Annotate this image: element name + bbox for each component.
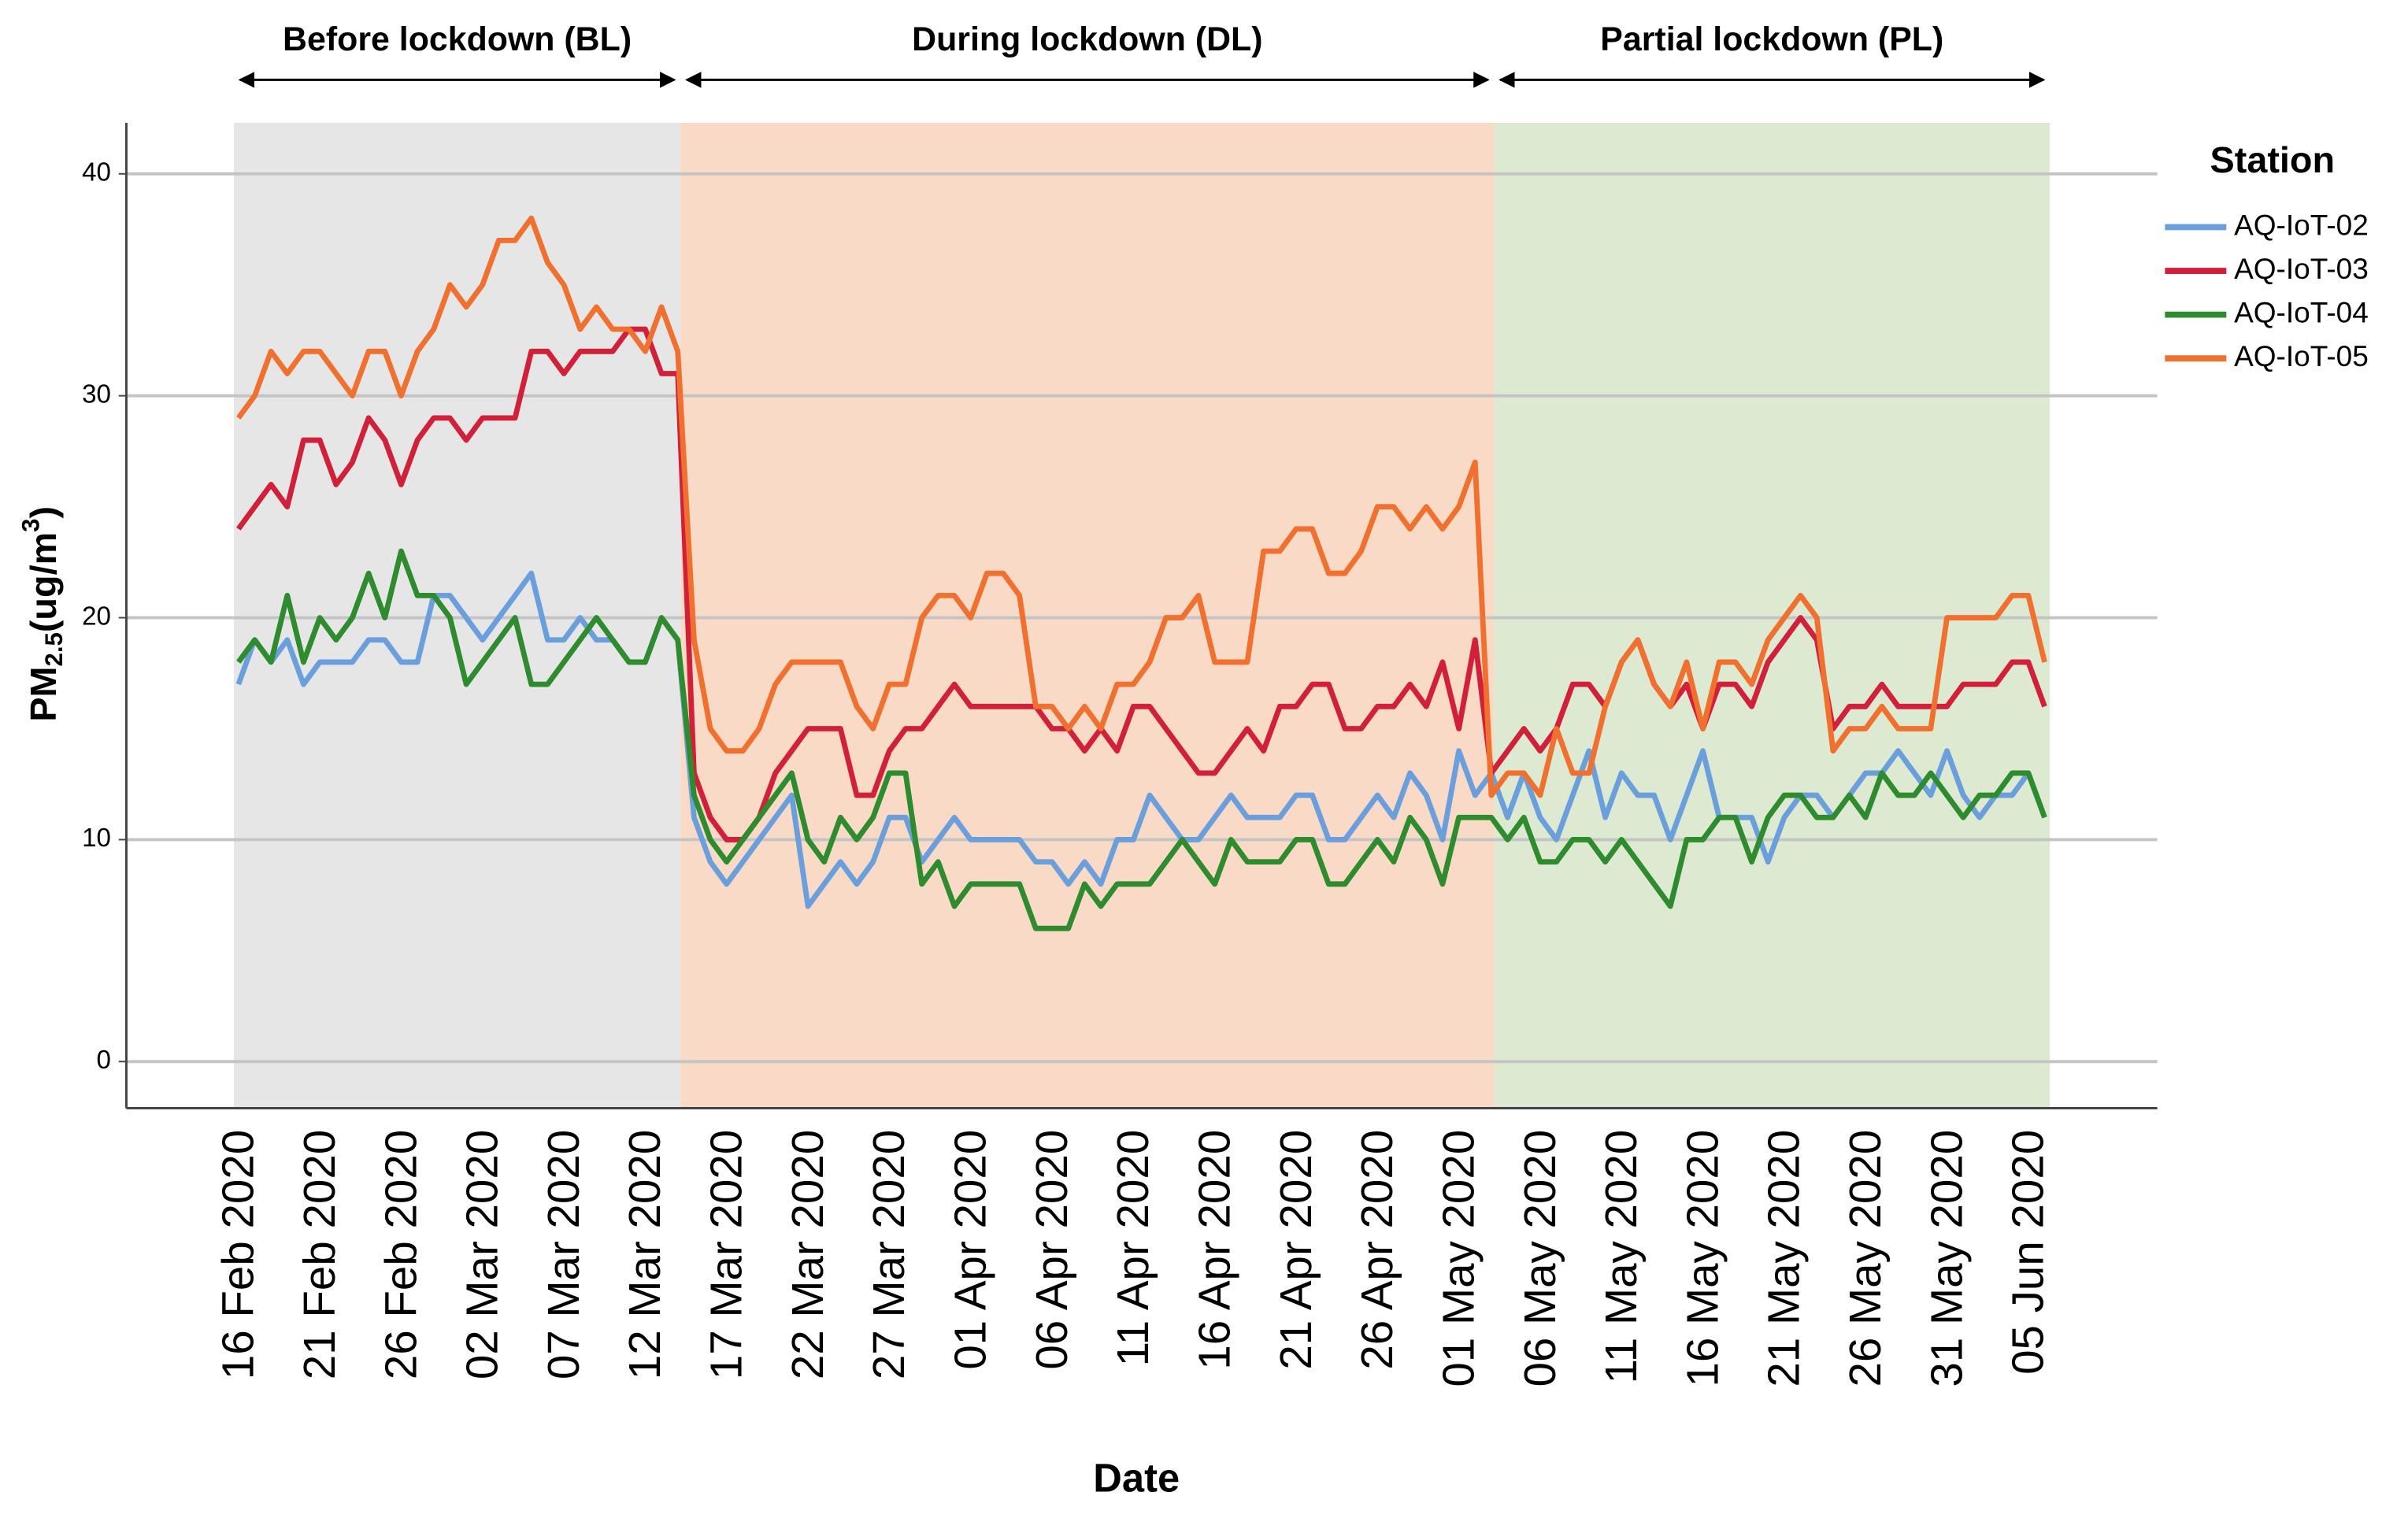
legend-label: AQ-IoT-02 [2234,208,2369,241]
y-axis-title: PM2.5(ug/m3) [17,506,68,722]
series-line [235,570,2047,909]
series-line [236,326,2047,842]
x-tick-label: 26 Feb 2020 [376,1130,425,1379]
x-tick-label: 01 May 2020 [1433,1130,1483,1387]
region-shade [680,122,1495,1109]
x-tick-label: 21 May 2020 [1759,1130,1809,1387]
x-tick-label: 12 Mar 2020 [620,1130,669,1379]
x-tick-label: 11 May 2020 [1596,1130,1646,1384]
y-tick-label: 0 [97,1046,111,1075]
region-label: Partial lockdown (PL) [1600,20,1943,58]
x-tick-label: 11 Apr 2020 [1108,1130,1158,1367]
legend-label: AQ-IoT-04 [2234,295,2369,328]
y-title-mid: (ug/m [23,532,64,632]
x-tick-label: 26 Apr 2020 [1352,1130,1402,1370]
region-label: During lockdown (DL) [912,20,1262,58]
y-title-sup: 3 [17,518,45,531]
y-tick-label: 20 [82,602,111,631]
x-tick-label: 16 Feb 2020 [213,1130,263,1379]
region-label: Before lockdown (BL) [283,20,632,58]
y-title-sub: 2.5 [40,632,68,666]
x-tick-label: 22 Mar 2020 [783,1130,832,1379]
y-tick-label: 10 [82,824,111,853]
x-tick-label: 16 May 2020 [1677,1130,1727,1387]
legend-label: AQ-IoT-03 [2234,252,2369,285]
x-tick-label: 16 Apr 2020 [1189,1130,1239,1370]
y-title-main: PM [23,666,64,721]
x-tick-label: 17 Mar 2020 [702,1130,751,1379]
x-tick-label: 06 May 2020 [1515,1130,1565,1387]
x-tick-label: 07 Mar 2020 [539,1130,588,1379]
x-tick-label: 31 May 2020 [1921,1130,1971,1387]
y-tick-label: 40 [82,158,111,187]
y-tick-label: 30 [82,380,111,409]
y-title-end: ) [23,506,64,519]
x-tick-label: 02 Mar 2020 [458,1130,507,1379]
x-tick-label: 05 Jun 2020 [2003,1130,2053,1375]
legend-title: Station [2210,139,2335,180]
x-tick-label: 21 Apr 2020 [1271,1130,1321,1370]
x-tick-label: 01 Apr 2020 [946,1130,995,1370]
x-tick-label: 06 Apr 2020 [1027,1130,1076,1370]
x-tick-label: 26 May 2020 [1840,1130,1890,1387]
x-tick-label: 27 Mar 2020 [864,1130,913,1379]
series-line [236,215,2047,798]
series-line [236,548,2047,931]
legend-label: AQ-IoT-05 [2234,339,2369,372]
x-axis-title: Date [1093,1456,1180,1501]
region-shade [233,122,681,1109]
x-tick-label: 21 Feb 2020 [295,1130,344,1379]
